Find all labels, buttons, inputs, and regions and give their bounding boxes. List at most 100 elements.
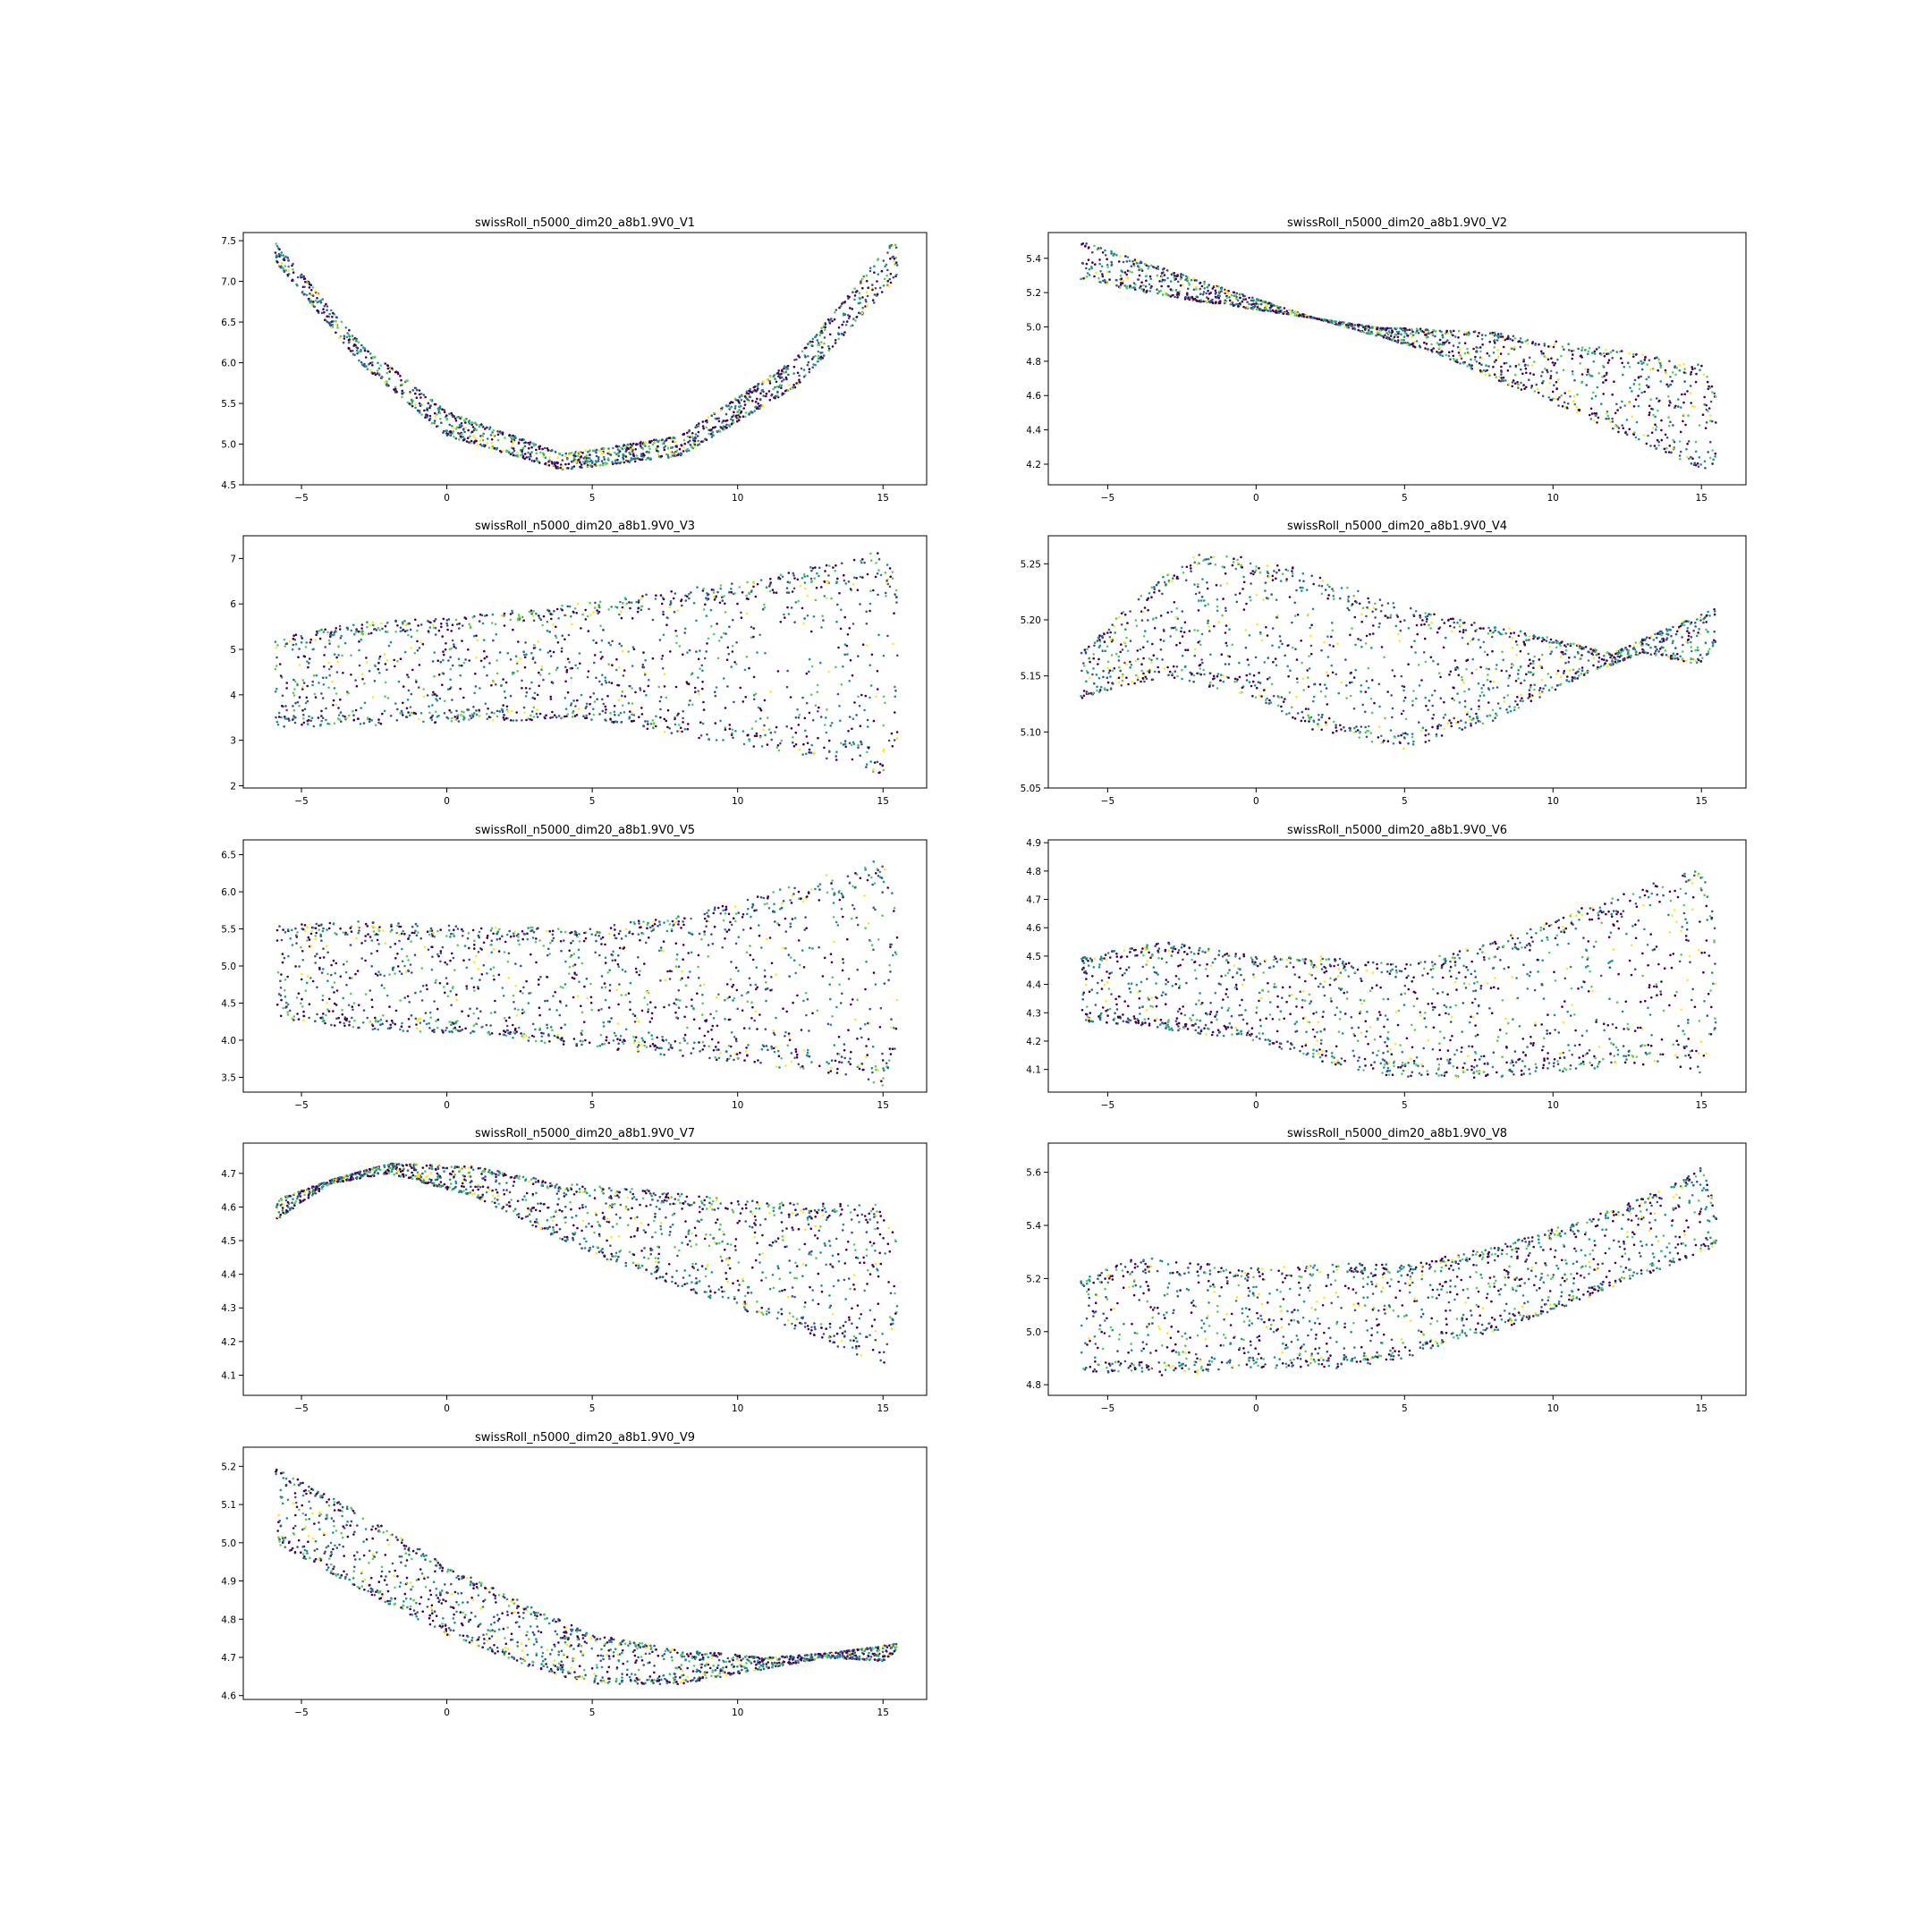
data-point (613, 720, 615, 724)
data-point (758, 717, 762, 720)
data-point (1132, 282, 1136, 284)
data-point (1353, 326, 1356, 330)
x-tick-label: 0 (444, 493, 450, 504)
data-point (363, 682, 366, 685)
data-point (1160, 284, 1163, 288)
data-point (1416, 327, 1419, 331)
data-point (1447, 351, 1451, 354)
data-point (785, 685, 789, 689)
data-point (683, 727, 687, 731)
data-point (716, 590, 719, 594)
data-point (743, 403, 747, 406)
data-point (530, 454, 532, 458)
data-point (488, 426, 492, 429)
data-point (364, 356, 368, 359)
data-point (812, 615, 816, 618)
data-point (819, 331, 823, 335)
data-point (663, 730, 666, 733)
data-point (1446, 332, 1450, 335)
data-point (572, 456, 576, 460)
data-point (750, 625, 753, 629)
data-point (670, 590, 673, 593)
data-point (1133, 286, 1136, 289)
data-point (595, 451, 597, 454)
data-point (1642, 361, 1645, 364)
data-point (371, 361, 374, 364)
data-point (301, 685, 304, 689)
data-point (560, 650, 564, 653)
data-point (1225, 644, 1229, 648)
data-point (639, 689, 642, 691)
data-point (561, 468, 564, 470)
data-point (1507, 684, 1510, 687)
data-point (1458, 342, 1461, 344)
data-point (1091, 250, 1094, 254)
data-point (849, 658, 852, 662)
data-point (1347, 326, 1351, 329)
data-point (1381, 326, 1385, 330)
data-point (306, 281, 309, 284)
data-point (785, 724, 788, 728)
data-point (586, 465, 589, 469)
data-point (1276, 704, 1280, 707)
data-point (409, 390, 411, 394)
data-point (1151, 642, 1154, 646)
data-point (871, 299, 875, 301)
data-point (1456, 345, 1460, 349)
data-point (1696, 462, 1699, 465)
data-point (1655, 425, 1658, 428)
data-point (1148, 265, 1150, 268)
data-point (1499, 335, 1503, 338)
data-point (1597, 416, 1600, 419)
data-point (765, 394, 767, 398)
data-point (1356, 324, 1360, 326)
data-point (745, 390, 749, 394)
data-point (835, 564, 837, 567)
data-point (1480, 357, 1483, 360)
data-point (1370, 711, 1374, 715)
data-point (357, 630, 360, 633)
data-point (1438, 338, 1442, 342)
data-point (415, 681, 418, 683)
data-point (1462, 362, 1465, 365)
data-point (592, 692, 596, 695)
data-point (586, 460, 589, 462)
data-point (852, 558, 856, 562)
data-point (386, 367, 390, 370)
data-point (888, 277, 891, 281)
data-point (657, 455, 661, 458)
data-point (555, 636, 558, 639)
data-point (369, 369, 372, 372)
data-point (766, 378, 768, 382)
data-point (296, 275, 300, 279)
data-point (1428, 623, 1430, 627)
data-point (886, 283, 889, 285)
data-point (895, 596, 898, 598)
data-point (1516, 381, 1519, 384)
data-point (739, 686, 741, 690)
data-point (605, 708, 607, 711)
data-point (474, 672, 477, 675)
data-point (657, 685, 660, 689)
data-point (1273, 304, 1275, 307)
data-point (285, 717, 289, 720)
data-point (627, 447, 630, 450)
data-point (1200, 284, 1204, 288)
data-point (791, 590, 794, 593)
data-point (430, 421, 434, 425)
data-point (646, 720, 649, 723)
data-point (437, 409, 440, 412)
data-point (1438, 343, 1442, 346)
data-point (780, 739, 784, 742)
data-point (1665, 383, 1668, 386)
data-point (321, 298, 325, 301)
data-point (1354, 668, 1357, 672)
data-point (631, 702, 634, 705)
data-point (838, 591, 841, 595)
data-point (836, 603, 839, 606)
data-point (487, 708, 489, 710)
data-point (1492, 687, 1495, 690)
data-point (643, 441, 647, 444)
data-point (378, 672, 381, 674)
data-point (700, 440, 703, 444)
